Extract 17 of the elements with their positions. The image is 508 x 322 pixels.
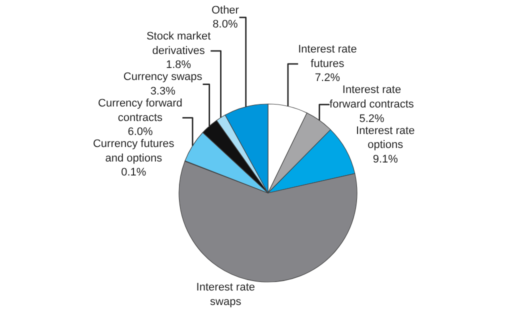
slice-label: Interest rate forward contracts xyxy=(330,84,414,111)
data-label: 8.0% xyxy=(212,18,238,31)
slice-label: Currency forward contracts xyxy=(98,98,182,124)
slice-label: Currency futures and options xyxy=(92,138,175,164)
data-label: 3.3% xyxy=(150,86,176,98)
data-label: 0.1% xyxy=(121,166,146,179)
data-label: 1.8% xyxy=(166,59,192,72)
data-label: 9.1% xyxy=(372,153,398,166)
slice-label: Interest rate options xyxy=(356,124,415,152)
data-label: 7.2% xyxy=(314,72,340,84)
data-label: 5.2% xyxy=(359,112,384,125)
slice-label: Interest rate futures xyxy=(298,44,357,70)
slice-label: Stock market derivatives xyxy=(146,30,211,57)
slice-label: Interest rate swaps xyxy=(196,282,255,308)
slice-label: Other xyxy=(211,4,240,16)
data-label: 6.0% xyxy=(128,126,153,138)
slice-label: Currency swaps xyxy=(123,71,203,84)
